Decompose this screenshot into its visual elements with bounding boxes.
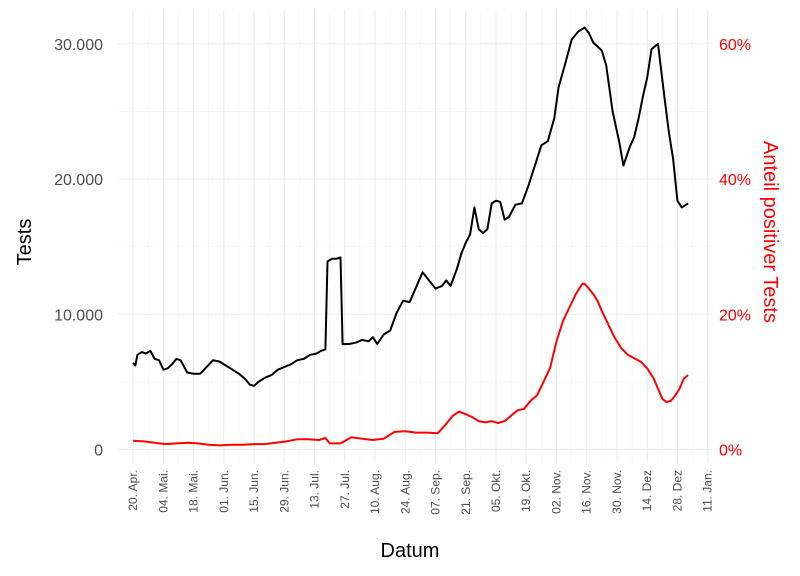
x-tick-label: 04. Mai. bbox=[156, 470, 170, 513]
left-axis-ticks: 0 10.000 20.000 30.000 bbox=[54, 37, 103, 460]
x-tick-label: 20. Apr. bbox=[126, 470, 140, 511]
tests-line bbox=[132, 26, 689, 387]
x-tick-label: 02. Nov. bbox=[549, 470, 563, 514]
y-axis-title: Tests bbox=[14, 219, 36, 266]
positive-share-line bbox=[133, 282, 689, 447]
y2-axis-title: Anteil positiver Tests bbox=[759, 141, 781, 323]
x-tick-label: 21. Sep. bbox=[459, 470, 473, 515]
x-tick-label: 19. Okt. bbox=[519, 470, 533, 512]
y2-tick-label: 60% bbox=[719, 37, 751, 54]
x-axis-ticks: 20. Apr. 04. Mai. 18. Mai. 01. Jun. 15. Jun.… bbox=[126, 470, 715, 515]
x-tick-label: 10. Aug. bbox=[368, 470, 382, 514]
x-tick-label: 27. Jul. bbox=[338, 470, 352, 509]
grid-major bbox=[118, 10, 712, 463]
x-tick-label: 01. Jun. bbox=[217, 470, 231, 513]
x-tick-label: 16. Nov. bbox=[580, 470, 594, 514]
x-tick-label: 11. Jan. bbox=[701, 470, 715, 512]
y-tick-label: 20.000 bbox=[54, 172, 103, 189]
x-tick-label: 28. Dez bbox=[670, 470, 684, 511]
x-tick-label: 29. Jun. bbox=[277, 470, 291, 513]
y-tick-label: 30.000 bbox=[54, 37, 103, 54]
x-tick-label: 07. Sep. bbox=[429, 470, 443, 515]
x-tick-label: 14. Dez bbox=[640, 470, 654, 511]
right-axis-ticks: 0% 20% 40% 60% bbox=[719, 37, 751, 460]
x-tick-label: 18. Mai. bbox=[187, 470, 201, 513]
y2-tick-label: 40% bbox=[719, 172, 751, 189]
x-tick-label: 13. Jul. bbox=[308, 470, 322, 509]
x-tick-label: 05. Okt. bbox=[489, 470, 503, 512]
y-tick-label: 0 bbox=[94, 442, 103, 459]
x-tick-label: 15. Jun. bbox=[247, 470, 261, 513]
x-tick-label: 24. Aug. bbox=[398, 470, 412, 514]
y-tick-label: 10.000 bbox=[54, 307, 103, 324]
x-tick-label: 30. Nov. bbox=[610, 470, 624, 514]
y2-tick-label: 20% bbox=[719, 307, 751, 324]
series-layer bbox=[132, 26, 689, 447]
grid-minor bbox=[118, 10, 712, 463]
x-axis-title: Datum bbox=[381, 540, 440, 562]
y2-tick-label: 0% bbox=[719, 442, 742, 459]
